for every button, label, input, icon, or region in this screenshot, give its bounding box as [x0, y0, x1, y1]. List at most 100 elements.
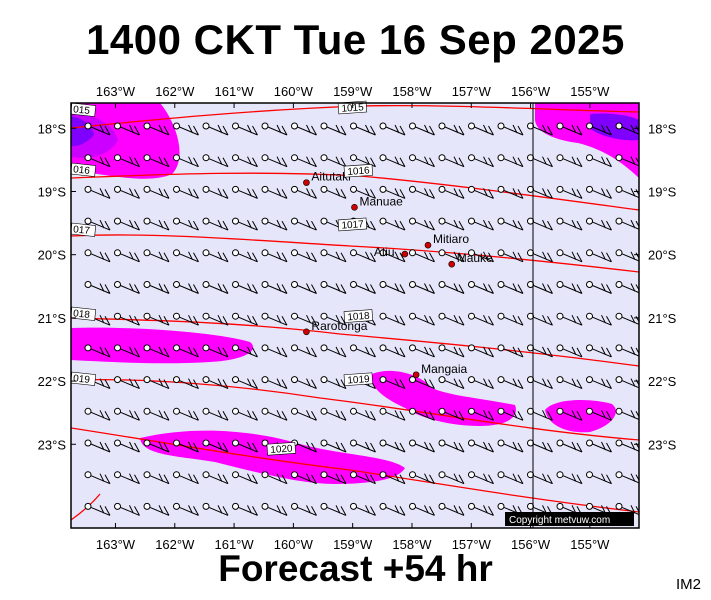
wind-barb	[202, 122, 229, 136]
wind-barb	[232, 249, 258, 263]
wind-barb	[409, 407, 435, 421]
wind-barb	[320, 344, 347, 358]
wind-barb	[379, 185, 406, 199]
wind-barb	[291, 249, 317, 263]
wind-barb	[232, 439, 258, 453]
wind-barb	[497, 249, 524, 263]
wind-barb	[320, 312, 347, 326]
wind-barb	[468, 471, 494, 485]
wind-barb	[143, 122, 170, 136]
wind-barb	[379, 344, 406, 358]
wind-barb	[232, 185, 258, 199]
town-label: Atiu	[374, 245, 395, 259]
wind-barb	[615, 439, 639, 452]
isobar-label: 1019	[343, 372, 374, 387]
wind-barb	[497, 471, 524, 485]
wind-barb	[202, 376, 229, 390]
town-marker	[412, 371, 420, 379]
wind-barb	[232, 312, 258, 326]
wind-barb	[291, 502, 317, 516]
wind-barb	[438, 344, 465, 358]
wind-barb	[143, 471, 170, 485]
wind-barb	[468, 249, 494, 263]
wind-barb	[261, 217, 288, 231]
wind-barb	[143, 217, 170, 231]
wind-barb	[409, 281, 435, 294]
wind-barb	[556, 185, 583, 199]
wind-barb	[173, 185, 199, 199]
wind-barb	[114, 407, 140, 421]
longitude-label: 162°W	[155, 537, 195, 552]
wind-barb	[84, 502, 111, 516]
wind-barb	[173, 154, 199, 168]
wind-barb	[114, 217, 140, 231]
wind-barb	[232, 376, 258, 390]
wind-barb	[497, 122, 524, 136]
wind-barb	[586, 312, 612, 326]
wind-barb	[586, 376, 612, 390]
wind-barb	[202, 471, 229, 485]
wind-barb	[143, 407, 170, 421]
wind-barb	[84, 249, 111, 263]
wind-barb	[350, 185, 376, 199]
latitude-label: 22°S	[38, 374, 67, 389]
wind-barb	[468, 185, 494, 199]
wind-barb	[468, 439, 494, 453]
wind-barb	[409, 439, 435, 453]
isobar-line	[71, 317, 639, 367]
isobar-label: 1020	[266, 442, 296, 456]
isobar-edge-label: 016	[70, 162, 97, 177]
wind-barb	[114, 344, 140, 358]
wind-barb	[291, 281, 317, 294]
wind-barb	[586, 281, 612, 294]
wind-barb	[586, 344, 612, 358]
wind-barb	[586, 217, 612, 231]
wind-barb	[261, 249, 288, 263]
wind-barb	[556, 344, 583, 358]
wind-barb	[497, 439, 524, 453]
wind-barb	[261, 407, 288, 421]
svg-text:1018: 1018	[347, 311, 370, 324]
wind-barb	[84, 407, 111, 421]
tick-layer: 163°W 163°W 162°W 162°W 161°W 161°W 160°W 160°W…	[38, 84, 677, 552]
wind-barb	[173, 122, 199, 136]
wind-barb	[84, 185, 111, 199]
wind-barb	[320, 502, 347, 516]
wind-barb	[409, 471, 435, 485]
svg-text:1016: 1016	[347, 165, 370, 178]
wind-barb	[320, 154, 347, 168]
wind-barb	[261, 376, 288, 390]
wind-barb	[438, 376, 465, 390]
wind-barb	[114, 439, 140, 453]
wind-barb	[409, 217, 435, 231]
wind-barb	[114, 471, 140, 485]
wind-barb	[320, 185, 347, 199]
svg-text:1017: 1017	[341, 219, 364, 232]
longitude-label: 158°W	[392, 537, 432, 552]
wind-barb	[232, 344, 258, 358]
wind-barb	[261, 185, 288, 199]
wind-barb	[84, 154, 111, 168]
latitude-label: 20°S	[38, 248, 67, 263]
wind-barb	[320, 122, 347, 136]
latitude-label: 21°S	[648, 311, 677, 326]
wind-barb	[84, 344, 111, 358]
wind-barb	[173, 249, 199, 263]
wind-barb	[379, 217, 406, 231]
wind-barb	[527, 154, 553, 168]
wind-barb	[379, 249, 406, 263]
wind-barb	[497, 312, 524, 326]
longitude-label: 159°W	[333, 84, 373, 99]
wind-barb	[350, 471, 376, 485]
wind-barb	[202, 185, 229, 199]
wind-barb	[468, 312, 494, 326]
wind-barb	[556, 407, 583, 421]
wind-barb	[202, 249, 229, 263]
wind-barb	[468, 122, 494, 136]
isobar-line	[71, 427, 639, 513]
longitude-label: 155°W	[570, 537, 610, 552]
wind-barb	[379, 376, 406, 390]
wind-barb	[291, 312, 317, 326]
wind-barb	[173, 407, 199, 421]
longitude-label: 161°W	[214, 84, 254, 99]
